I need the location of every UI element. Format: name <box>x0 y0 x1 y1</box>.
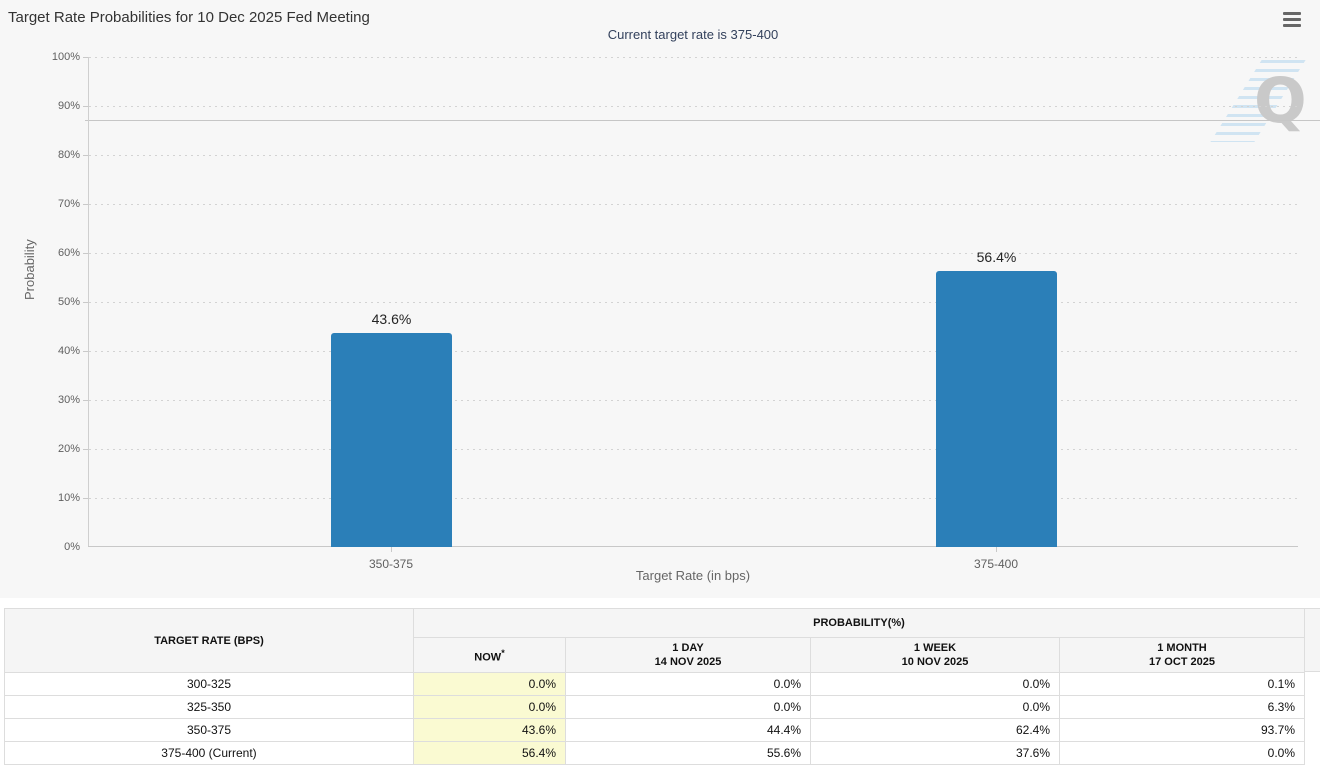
x-category-label: 350-375 <box>368 557 414 571</box>
hamburger-bar <box>1283 18 1301 21</box>
bar-slot-350-375: 43.6% <box>331 57 452 547</box>
y-tick-label: 10% <box>57 492 80 504</box>
y-axis-title: Probability <box>22 239 37 300</box>
now-cell: 43.6% <box>413 718 566 742</box>
x-category-label: 375-400 <box>973 557 1019 571</box>
gridline <box>83 351 1298 352</box>
rate-cell: 325-350 <box>4 695 414 719</box>
y-tick-label: 40% <box>57 345 80 357</box>
y-tick-label: 100% <box>51 51 80 63</box>
bar-slot-375-400: 56.4% <box>936 57 1057 547</box>
probability-table: TARGET RATE (BPS) PROBABILITY(%) NOW* 1 … <box>4 608 1305 765</box>
plot-area: 100% 90% 80% 70% 60% 50% 40% 30% 20% 10%… <box>52 51 1298 571</box>
gridline <box>83 498 1298 499</box>
day-cell: 0.0% <box>565 695 811 719</box>
week-cell: 37.6% <box>810 741 1060 765</box>
gridline <box>83 57 1298 58</box>
chart-title: Target Rate Probabilities for 10 Dec 202… <box>8 9 370 26</box>
table-row-375-400-current: 375-400 (Current) 56.4% 55.6% 37.6% 0.0% <box>4 741 1305 765</box>
hamburger-bar <box>1283 12 1301 15</box>
table-right-gutter <box>1305 608 1320 672</box>
week-cell: 62.4% <box>810 718 1060 742</box>
rate-cell: 375-400 (Current) <box>4 741 414 765</box>
x-axis-title: Target Rate (in bps) <box>635 568 751 583</box>
rate-cell: 300-325 <box>4 672 414 696</box>
gridline <box>83 204 1298 205</box>
col-header-probability: PROBABILITY(%) <box>413 608 1305 638</box>
col-header-now: NOW* <box>413 637 566 673</box>
hamburger-menu-icon[interactable] <box>1283 11 1303 28</box>
gridline <box>83 400 1298 401</box>
gridline <box>83 106 1298 107</box>
horizontal-rule <box>85 120 1320 121</box>
col-header-1day: 1 DAY 14 NOV 2025 <box>565 637 811 673</box>
y-tick-label: 90% <box>57 100 80 112</box>
bar-350-375[interactable]: 43.6% <box>331 311 452 547</box>
bar-value-label: 43.6% <box>371 311 412 328</box>
y-tick-label: 70% <box>57 198 80 210</box>
day-cell: 44.4% <box>565 718 811 742</box>
hamburger-bar <box>1283 24 1301 27</box>
bar-value-label: 56.4% <box>976 248 1017 265</box>
x-axis-line <box>88 546 1298 547</box>
table-row-300-325: 300-325 0.0% 0.0% 0.0% 0.1% <box>4 672 1305 696</box>
now-cell: 0.0% <box>413 672 566 696</box>
now-asterisk: * <box>501 647 505 658</box>
rate-cell: 350-375 <box>4 718 414 742</box>
watermark-q-letter: Q <box>1254 64 1307 137</box>
x-tick <box>391 547 392 552</box>
col-header-target-rate: TARGET RATE (BPS) <box>4 608 414 673</box>
y-tick-label: 0% <box>64 541 80 553</box>
col-header-1month: 1 MONTH 17 OCT 2025 <box>1059 637 1305 673</box>
y-tick-label: 20% <box>57 443 80 455</box>
y-tick-label: 60% <box>57 247 80 259</box>
chart-subtitle: Current target rate is 375-400 <box>607 27 779 42</box>
table-row-325-350: 325-350 0.0% 0.0% 0.0% 6.3% <box>4 695 1305 719</box>
gridline <box>83 253 1298 254</box>
bar-375-400[interactable]: 56.4% <box>936 249 1057 547</box>
now-cell: 0.0% <box>413 695 566 719</box>
y-tick-label: 30% <box>57 394 80 406</box>
month-cell: 0.0% <box>1059 741 1305 765</box>
chart-panel: Target Rate Probabilities for 10 Dec 202… <box>8 9 1320 583</box>
table-row-350-375: 350-375 43.6% 44.4% 62.4% 93.7% <box>4 718 1305 742</box>
x-tick <box>996 547 997 552</box>
week-cell: 0.0% <box>810 672 1060 696</box>
gridline <box>83 302 1298 303</box>
month-cell: 0.1% <box>1059 672 1305 696</box>
month-cell: 6.3% <box>1059 695 1305 719</box>
day-cell: 55.6% <box>565 741 811 765</box>
gridline <box>83 449 1298 450</box>
y-tick-label: 80% <box>57 149 80 161</box>
gridline <box>83 155 1298 156</box>
col-header-1week: 1 WEEK 10 NOV 2025 <box>810 637 1060 673</box>
day-cell: 0.0% <box>565 672 811 696</box>
week-cell: 0.0% <box>810 695 1060 719</box>
month-cell: 93.7% <box>1059 718 1305 742</box>
quikstrike-watermark: Q <box>1210 58 1307 148</box>
now-cell: 56.4% <box>413 741 566 765</box>
y-tick-label: 50% <box>57 296 80 308</box>
